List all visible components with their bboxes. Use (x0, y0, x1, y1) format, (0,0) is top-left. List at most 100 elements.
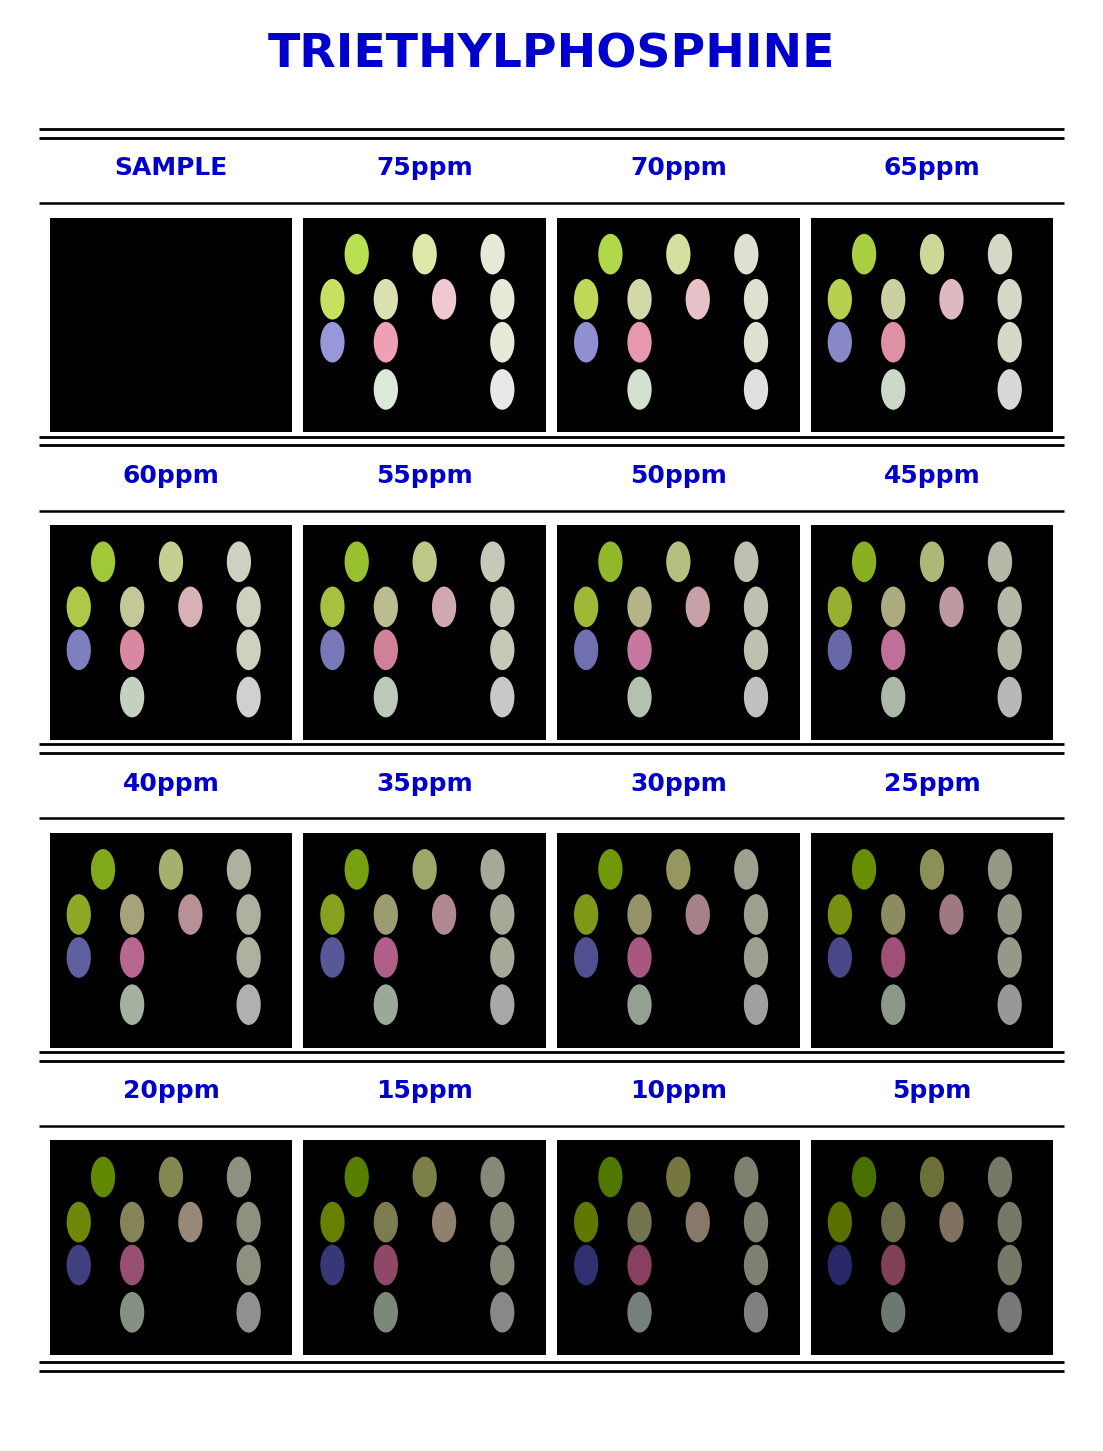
Ellipse shape (686, 894, 710, 934)
Ellipse shape (574, 894, 598, 934)
Text: 25ppm: 25ppm (884, 772, 981, 795)
Text: 65ppm: 65ppm (884, 157, 981, 180)
Ellipse shape (997, 1245, 1021, 1286)
Ellipse shape (852, 541, 876, 582)
Text: TRIETHYLPHOSPHINE: TRIETHYLPHOSPHINE (268, 32, 835, 78)
Ellipse shape (988, 849, 1013, 889)
Ellipse shape (344, 541, 368, 582)
Ellipse shape (374, 630, 398, 670)
Text: 60ppm: 60ppm (122, 464, 219, 488)
Ellipse shape (743, 369, 768, 409)
Ellipse shape (827, 1245, 852, 1286)
Bar (811, 1140, 1053, 1355)
Ellipse shape (344, 234, 368, 274)
Ellipse shape (227, 1156, 251, 1197)
Ellipse shape (628, 676, 652, 717)
Ellipse shape (374, 1245, 398, 1286)
Ellipse shape (236, 676, 260, 717)
Ellipse shape (413, 234, 437, 274)
Ellipse shape (236, 937, 260, 978)
Ellipse shape (374, 984, 398, 1024)
Ellipse shape (743, 937, 768, 978)
Ellipse shape (320, 322, 344, 363)
Ellipse shape (743, 322, 768, 363)
Ellipse shape (920, 541, 944, 582)
Bar (303, 525, 546, 740)
Bar (557, 1140, 800, 1355)
Ellipse shape (598, 1156, 622, 1197)
Ellipse shape (881, 676, 906, 717)
Ellipse shape (374, 937, 398, 978)
Ellipse shape (997, 894, 1021, 934)
Ellipse shape (490, 586, 514, 627)
Ellipse shape (413, 1156, 437, 1197)
Text: 75ppm: 75ppm (376, 157, 473, 180)
Ellipse shape (66, 630, 90, 670)
Ellipse shape (574, 937, 598, 978)
Ellipse shape (827, 630, 852, 670)
Ellipse shape (827, 894, 852, 934)
Ellipse shape (743, 279, 768, 319)
Text: 45ppm: 45ppm (884, 464, 981, 488)
Ellipse shape (881, 1201, 906, 1242)
Ellipse shape (236, 984, 260, 1024)
Bar (557, 833, 800, 1048)
Ellipse shape (881, 894, 906, 934)
Ellipse shape (997, 984, 1021, 1024)
Bar (811, 525, 1053, 740)
Ellipse shape (481, 234, 505, 274)
Ellipse shape (66, 937, 90, 978)
Ellipse shape (481, 541, 505, 582)
Ellipse shape (686, 586, 710, 627)
Ellipse shape (66, 1201, 90, 1242)
Ellipse shape (490, 279, 514, 319)
Ellipse shape (827, 586, 852, 627)
Ellipse shape (374, 676, 398, 717)
Ellipse shape (120, 1245, 144, 1286)
Ellipse shape (743, 1201, 768, 1242)
Ellipse shape (881, 1245, 906, 1286)
Ellipse shape (574, 586, 598, 627)
Ellipse shape (490, 1245, 514, 1286)
Bar (303, 1140, 546, 1355)
Ellipse shape (997, 322, 1021, 363)
Ellipse shape (344, 849, 368, 889)
Ellipse shape (120, 586, 144, 627)
Ellipse shape (574, 279, 598, 319)
Ellipse shape (120, 894, 144, 934)
Ellipse shape (920, 1156, 944, 1197)
Ellipse shape (881, 1291, 906, 1332)
Ellipse shape (940, 279, 964, 319)
Ellipse shape (490, 1201, 514, 1242)
Ellipse shape (997, 1291, 1021, 1332)
Ellipse shape (735, 1156, 759, 1197)
Text: 5ppm: 5ppm (892, 1080, 972, 1103)
Ellipse shape (628, 1245, 652, 1286)
Ellipse shape (666, 234, 690, 274)
Ellipse shape (997, 369, 1021, 409)
Ellipse shape (997, 630, 1021, 670)
Ellipse shape (852, 234, 876, 274)
Ellipse shape (320, 630, 344, 670)
Text: 50ppm: 50ppm (630, 464, 727, 488)
Ellipse shape (159, 541, 183, 582)
Ellipse shape (735, 541, 759, 582)
Ellipse shape (490, 676, 514, 717)
Ellipse shape (628, 369, 652, 409)
Ellipse shape (432, 586, 457, 627)
Ellipse shape (320, 894, 344, 934)
Ellipse shape (997, 279, 1021, 319)
Ellipse shape (179, 1201, 203, 1242)
Ellipse shape (120, 1291, 144, 1332)
Bar (303, 833, 546, 1048)
Ellipse shape (743, 984, 768, 1024)
Ellipse shape (432, 279, 457, 319)
Ellipse shape (120, 1201, 144, 1242)
Bar (50, 833, 292, 1048)
Ellipse shape (574, 630, 598, 670)
Ellipse shape (920, 234, 944, 274)
Ellipse shape (852, 849, 876, 889)
Ellipse shape (881, 369, 906, 409)
Ellipse shape (735, 849, 759, 889)
Ellipse shape (320, 1201, 344, 1242)
